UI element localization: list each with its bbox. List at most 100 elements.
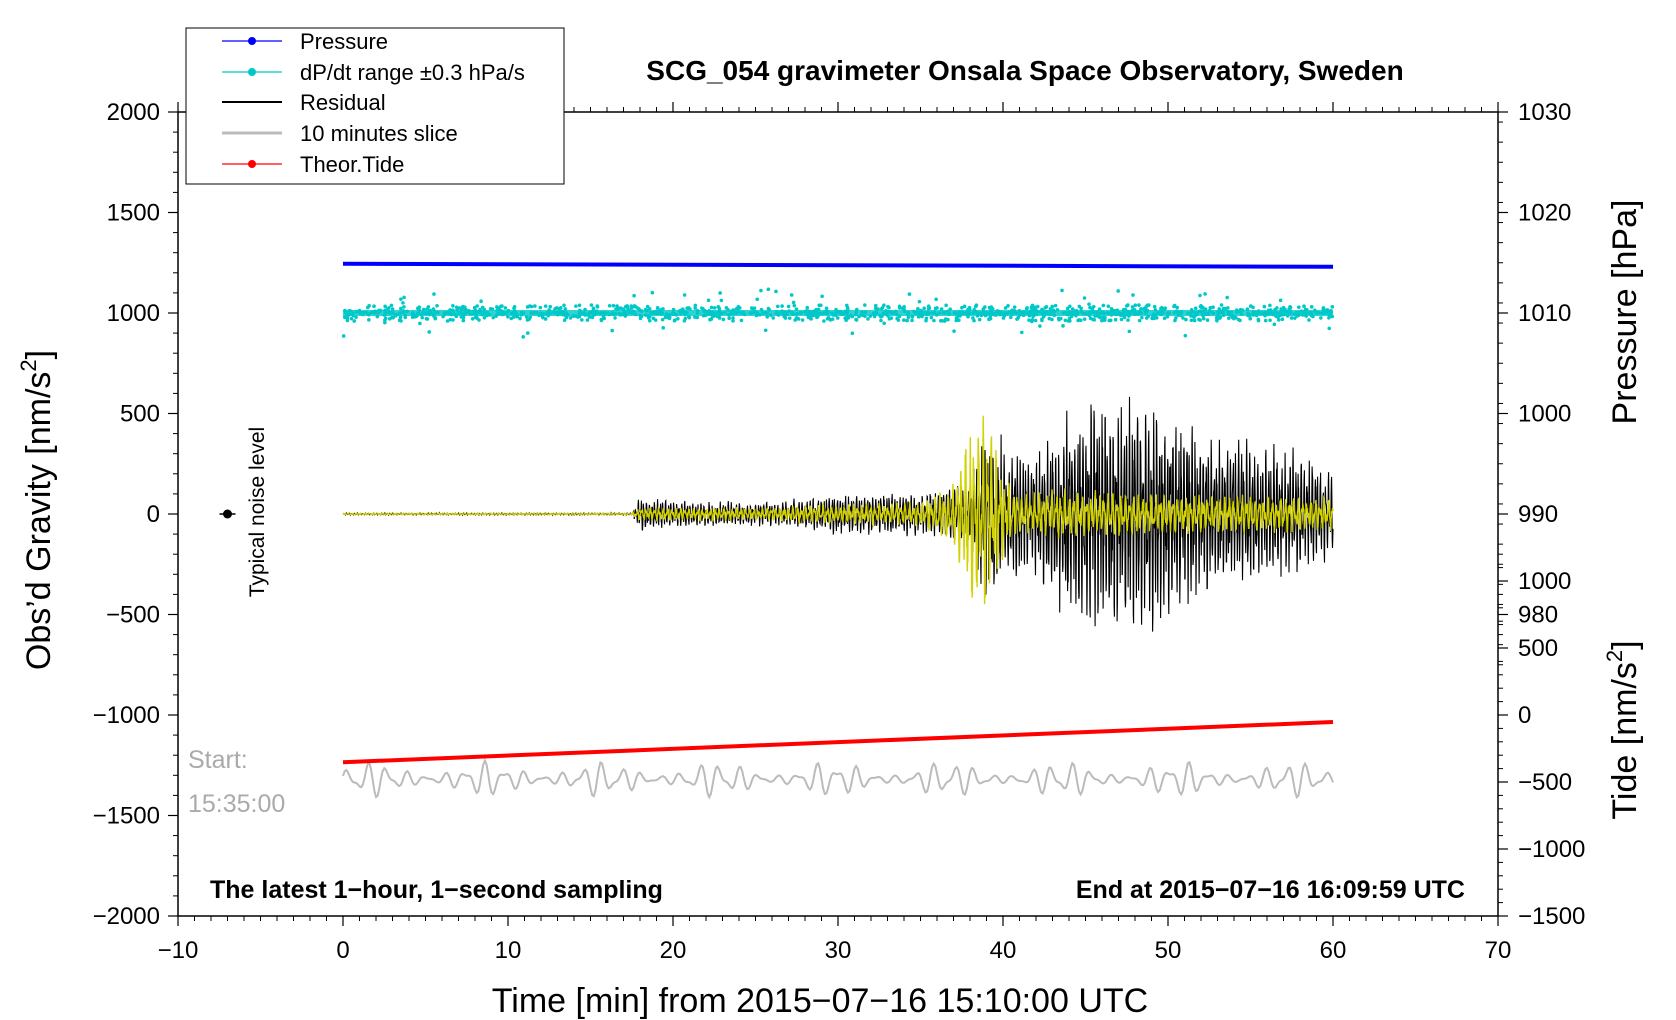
x-tick-label: 50: [1155, 937, 1182, 964]
x-axis-ticks: −10 0 10 20 30 40 50 60 70: [158, 102, 1511, 964]
filtered-line: [343, 415, 1334, 605]
dpdt-point: [1052, 313, 1057, 318]
dpdt-point: [884, 308, 888, 313]
dpdt-point: [1081, 311, 1086, 316]
dpdt-point: [1152, 304, 1157, 309]
dpdt-point: [813, 312, 818, 317]
dpdt-point: [709, 317, 714, 321]
dpdt-point: [1321, 307, 1326, 311]
dpdt-point: [470, 316, 475, 321]
dpdt-point: [479, 310, 484, 315]
legend-marker-pressure: [248, 37, 256, 45]
dpdt-point: [766, 287, 771, 292]
dpdt-point: [637, 307, 642, 312]
dpdt-point: [974, 303, 979, 308]
dpdt-point: [1260, 311, 1264, 315]
dpdt-point: [655, 305, 660, 310]
dpdt-point: [383, 311, 388, 315]
dpdt-point: [682, 309, 686, 314]
dpdt-point: [989, 305, 994, 309]
dpdt-point: [448, 317, 453, 322]
dpdt-point: [1029, 311, 1033, 315]
dpdt-point: [1087, 302, 1091, 306]
dpdt-point: [786, 304, 791, 309]
dpdt-point: [623, 314, 628, 318]
dpdt-point: [534, 311, 539, 315]
filtered-series: [343, 415, 1334, 605]
dpdt-point: [794, 316, 799, 320]
dpdt-point: [472, 305, 477, 310]
tide-axis-label-sup: 2: [1602, 650, 1627, 662]
dpdt-point: [1030, 319, 1034, 324]
x-tick-label: −10: [158, 937, 199, 964]
dpdt-point: [1139, 307, 1143, 311]
dpdt-point: [632, 304, 637, 309]
dpdt-point: [648, 310, 653, 315]
tide-tick-label: 1000: [1518, 568, 1571, 595]
dpdt-point: [932, 318, 936, 323]
dpdt-point: [709, 305, 714, 310]
dpdt-point: [693, 306, 698, 310]
dpdt-point: [825, 316, 830, 321]
dpdt-point: [924, 318, 928, 323]
dpdt-point: [599, 318, 604, 323]
dpdt-point: [868, 314, 873, 318]
dpdt-point: [602, 310, 607, 315]
dpdt-point: [417, 305, 422, 310]
dpdt-point: [1143, 307, 1148, 312]
dpdt-point: [1048, 312, 1053, 316]
dpdt-point: [491, 315, 495, 320]
tide-axis-label-end: ]: [1606, 640, 1644, 649]
dpdt-point: [661, 326, 666, 330]
dpdt-point: [673, 318, 677, 322]
dpdt-point: [846, 308, 850, 313]
dpdt-series: [341, 287, 1335, 339]
dpdt-point: [613, 311, 618, 316]
dpdt-point: [1060, 288, 1064, 293]
dpdt-point: [590, 309, 595, 314]
dpdt-point: [526, 331, 530, 335]
x-axis-label: Time [min] from 2015−07−16 15:10:00 UTC: [492, 982, 1148, 1020]
legend-marker-tide: [248, 160, 256, 168]
dpdt-point: [461, 318, 466, 323]
tide-tick-label: −1500: [1518, 903, 1585, 930]
dpdt-point: [543, 304, 548, 308]
dpdt-point: [432, 309, 437, 314]
dpdt-point: [894, 312, 899, 317]
pressure-tick-label: 1000: [1518, 401, 1571, 428]
dpdt-point: [978, 311, 983, 316]
dpdt-point: [1071, 310, 1076, 314]
dpdt-point: [1279, 307, 1283, 311]
dpdt-point: [981, 307, 986, 311]
dpdt-point: [361, 311, 366, 315]
dpdt-point: [500, 312, 505, 317]
dpdt-point: [403, 315, 408, 320]
dpdt-point: [1111, 311, 1115, 315]
dpdt-point: [629, 306, 634, 310]
dpdt-point: [799, 310, 803, 315]
dpdt-point: [1029, 305, 1034, 310]
dpdt-point: [638, 313, 642, 318]
dpdt-point: [546, 313, 551, 318]
dpdt-point: [474, 313, 479, 318]
pressure-axis-label: Pressure [hPa]: [1606, 200, 1644, 425]
dpdt-point: [826, 310, 830, 314]
dpdt-point: [1158, 312, 1163, 316]
dpdt-point: [644, 313, 648, 317]
dpdt-point: [458, 311, 463, 315]
dpdt-point: [914, 310, 918, 315]
dpdt-point: [549, 311, 553, 315]
dpdt-point: [1165, 314, 1170, 319]
dpdt-point: [685, 306, 689, 311]
dpdt-point: [1327, 311, 1332, 316]
dpdt-point: [615, 307, 620, 312]
legend-item-dpdt: dP/dt range ±0.3 hPa/s: [222, 60, 525, 85]
dpdt-point: [475, 304, 480, 308]
dpdt-point: [354, 310, 359, 314]
dpdt-point: [518, 316, 522, 321]
dpdt-point: [647, 314, 651, 318]
dpdt-point: [886, 314, 890, 318]
legend-marker-dpdt: [248, 68, 256, 76]
dpdt-point: [1234, 308, 1239, 313]
dpdt-point: [421, 307, 426, 312]
